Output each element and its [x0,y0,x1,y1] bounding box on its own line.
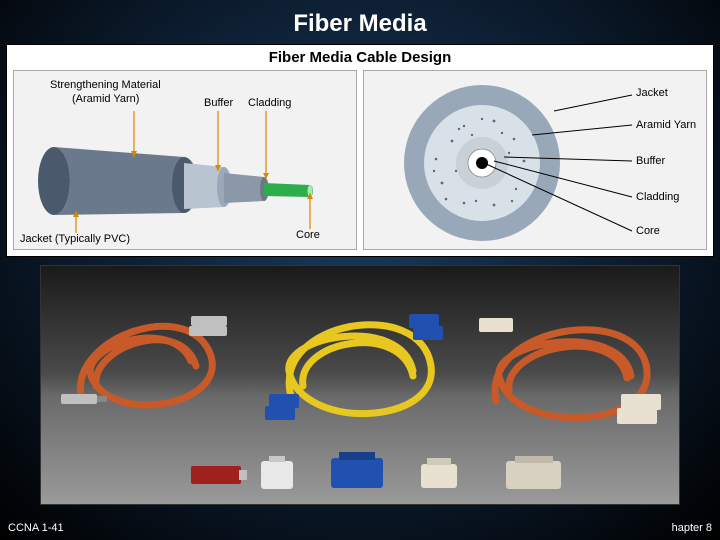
diagram-panels: Strengthening Material (Aramid Yarn) Buf… [13,70,707,250]
photo-illustration [41,266,679,506]
diagram-title: Fiber Media Cable Design [13,49,707,66]
connector-blue [331,452,383,488]
connector-beige-1 [421,458,457,488]
label-buffer-left: Buffer [204,97,233,109]
slide-title: Fiber Media [0,0,720,44]
connector-beige-2 [506,456,561,489]
label-jacket-left: Jacket (Typically PVC) [20,233,130,245]
label-core-left: Core [296,229,320,241]
label-aramid-right: Aramid Yarn [636,119,696,131]
left-panel-cable-side: Strengthening Material (Aramid Yarn) Buf… [13,70,357,250]
footer-right: hapter 8 [672,522,712,534]
footer-left: CCNA 1-41 [8,522,64,534]
fiber-cables-photo [40,265,680,505]
label-strengthening-1: Strengthening Material [50,79,161,91]
label-cladding-left: Cladding [248,97,291,109]
right-panel-cross-section: Jacket Aramid Yarn Buffer Cladding Core [363,70,707,250]
cable-st-orange [61,316,227,405]
label-buffer-right: Buffer [636,155,665,167]
diagram-container: Fiber Media Cable Design [6,44,714,257]
label-strengthening-2: (Aramid Yarn) [72,93,139,105]
label-core-right: Core [636,225,660,237]
label-jacket-right: Jacket [636,87,668,99]
cable-sc-yellow [265,314,443,420]
cable-sc-orange [479,318,661,424]
connector-red [191,466,247,484]
cable-side-view [14,71,360,251]
label-cladding-right: Cladding [636,191,679,203]
connector-white-1 [261,456,293,489]
